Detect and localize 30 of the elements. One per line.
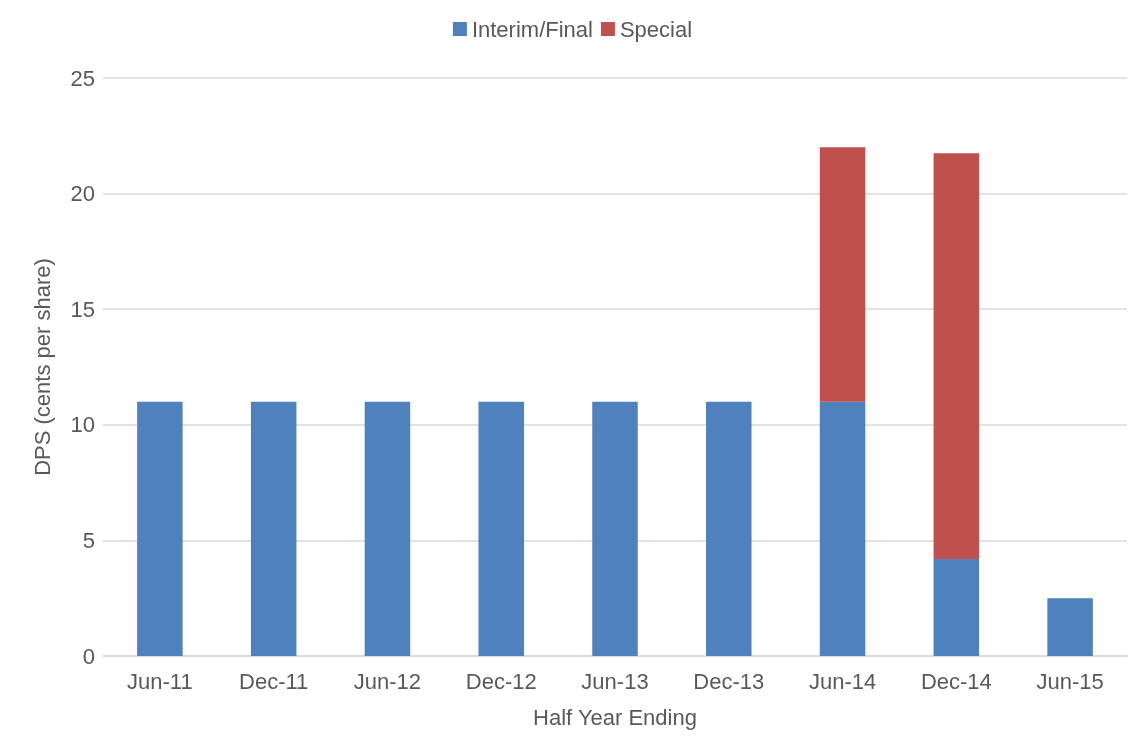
x-tick-label: Dec-13: [693, 668, 765, 694]
bar: [706, 401, 752, 656]
x-tick-label: Dec-14: [920, 668, 992, 694]
y-tick-label: 0: [82, 643, 95, 669]
y-tick-label: 10: [70, 412, 95, 438]
y-tick-label: 20: [70, 181, 95, 207]
x-tick-label: Jun-12: [353, 668, 422, 694]
bar: [137, 401, 183, 656]
x-axis-title: Half Year Ending: [533, 704, 697, 730]
bar: [478, 401, 524, 656]
x-tick-label: Jun-14: [808, 668, 877, 694]
bar: [250, 401, 297, 656]
x-tick-label: Jun-11: [127, 668, 193, 694]
y-axis-title: DPS (cents per share): [29, 258, 55, 476]
legend-label: Special: [619, 16, 693, 42]
bar: [933, 558, 980, 656]
bar: [364, 401, 411, 656]
y-tick-label: 25: [70, 65, 95, 91]
bar: [819, 401, 866, 656]
x-tick-label: Dec-12: [465, 668, 537, 694]
y-tick-label: 5: [82, 527, 95, 553]
bar: [819, 147, 866, 402]
bar: [933, 153, 980, 559]
y-tick-label: 15: [70, 296, 95, 322]
bar: [592, 401, 638, 656]
x-tick-label: Dec-11: [239, 668, 309, 694]
bar: [1047, 598, 1093, 656]
x-tick-label: Jun-13: [581, 668, 649, 694]
legend-label: Interim/Final: [471, 16, 593, 42]
x-tick-label: Jun-15: [1036, 668, 1104, 694]
